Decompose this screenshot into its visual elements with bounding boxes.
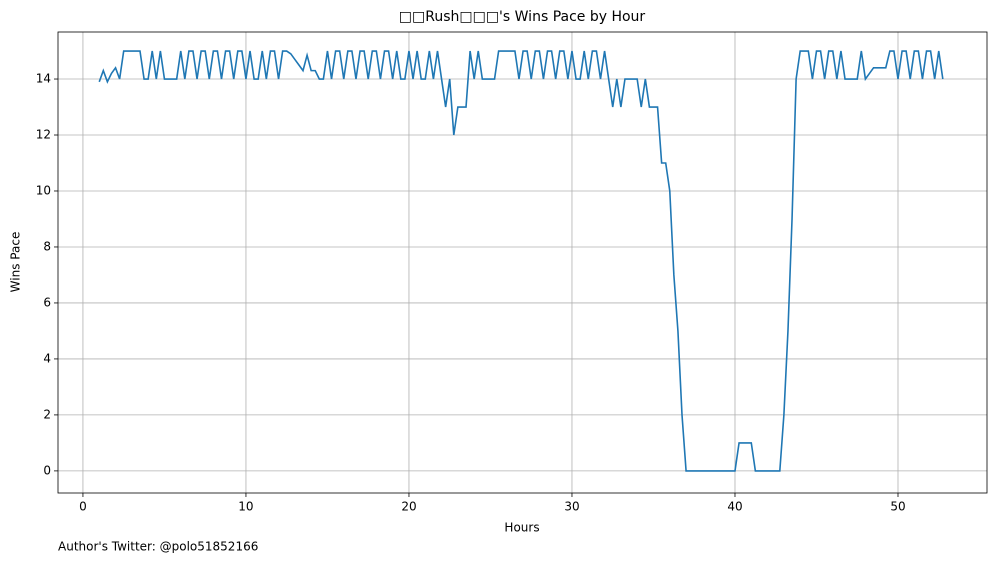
footnote: Author's Twitter: @polo51852166 — [58, 540, 258, 554]
x-tick-label: 40 — [727, 500, 742, 514]
chart-title: □□Rush□□□'s Wins Pace by Hour — [399, 9, 646, 25]
y-tick-label: 14 — [36, 72, 51, 86]
x-tick-label: 10 — [238, 500, 253, 514]
y-tick-label: 2 — [43, 407, 51, 421]
x-tick-label: 0 — [79, 500, 87, 514]
x-axis-label: Hours — [504, 521, 539, 535]
plot-frame — [57, 31, 988, 494]
y-tick-label: 10 — [36, 183, 51, 197]
y-tick-label: 8 — [43, 239, 51, 253]
x-tick-label: 20 — [401, 500, 416, 514]
y-tick-label: 6 — [43, 295, 51, 309]
y-tick-label: 0 — [43, 463, 51, 477]
data-line — [98, 50, 944, 472]
y-tick-label: 12 — [36, 128, 51, 142]
x-tick-label: 30 — [564, 500, 579, 514]
y-axis-label: Wins Pace — [9, 232, 23, 293]
x-tick-label: 50 — [890, 500, 905, 514]
y-tick-label: 4 — [43, 351, 51, 365]
